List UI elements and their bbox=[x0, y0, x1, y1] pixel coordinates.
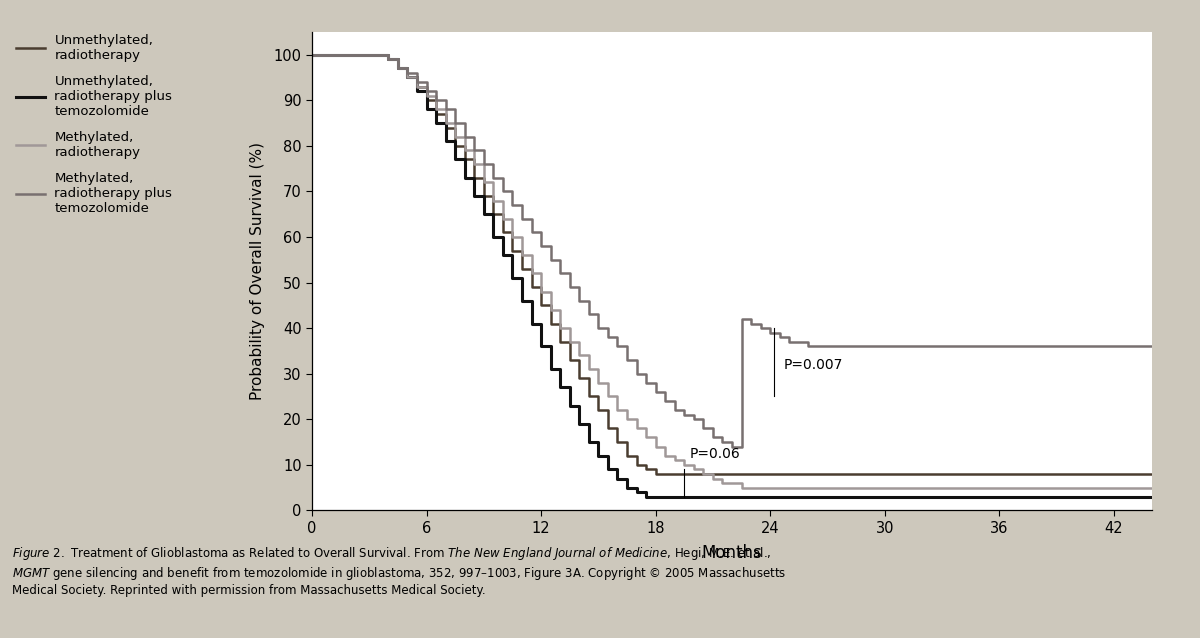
Text: P=0.06: P=0.06 bbox=[690, 447, 740, 461]
Y-axis label: Probability of Overall Survival (%): Probability of Overall Survival (%) bbox=[251, 142, 265, 400]
X-axis label: Months: Months bbox=[702, 544, 762, 562]
Text: P=0.007: P=0.007 bbox=[784, 358, 842, 372]
Legend: Unmethylated,
radiotherapy, Unmethylated,
radiotherapy plus
temozolomide, Methyl: Unmethylated, radiotherapy, Unmethylated… bbox=[16, 34, 173, 215]
Text: $\it{Figure\ 2.}$ Treatment of Glioblastoma as Related to Overall Survival. From: $\it{Figure\ 2.}$ Treatment of Glioblast… bbox=[12, 545, 786, 597]
